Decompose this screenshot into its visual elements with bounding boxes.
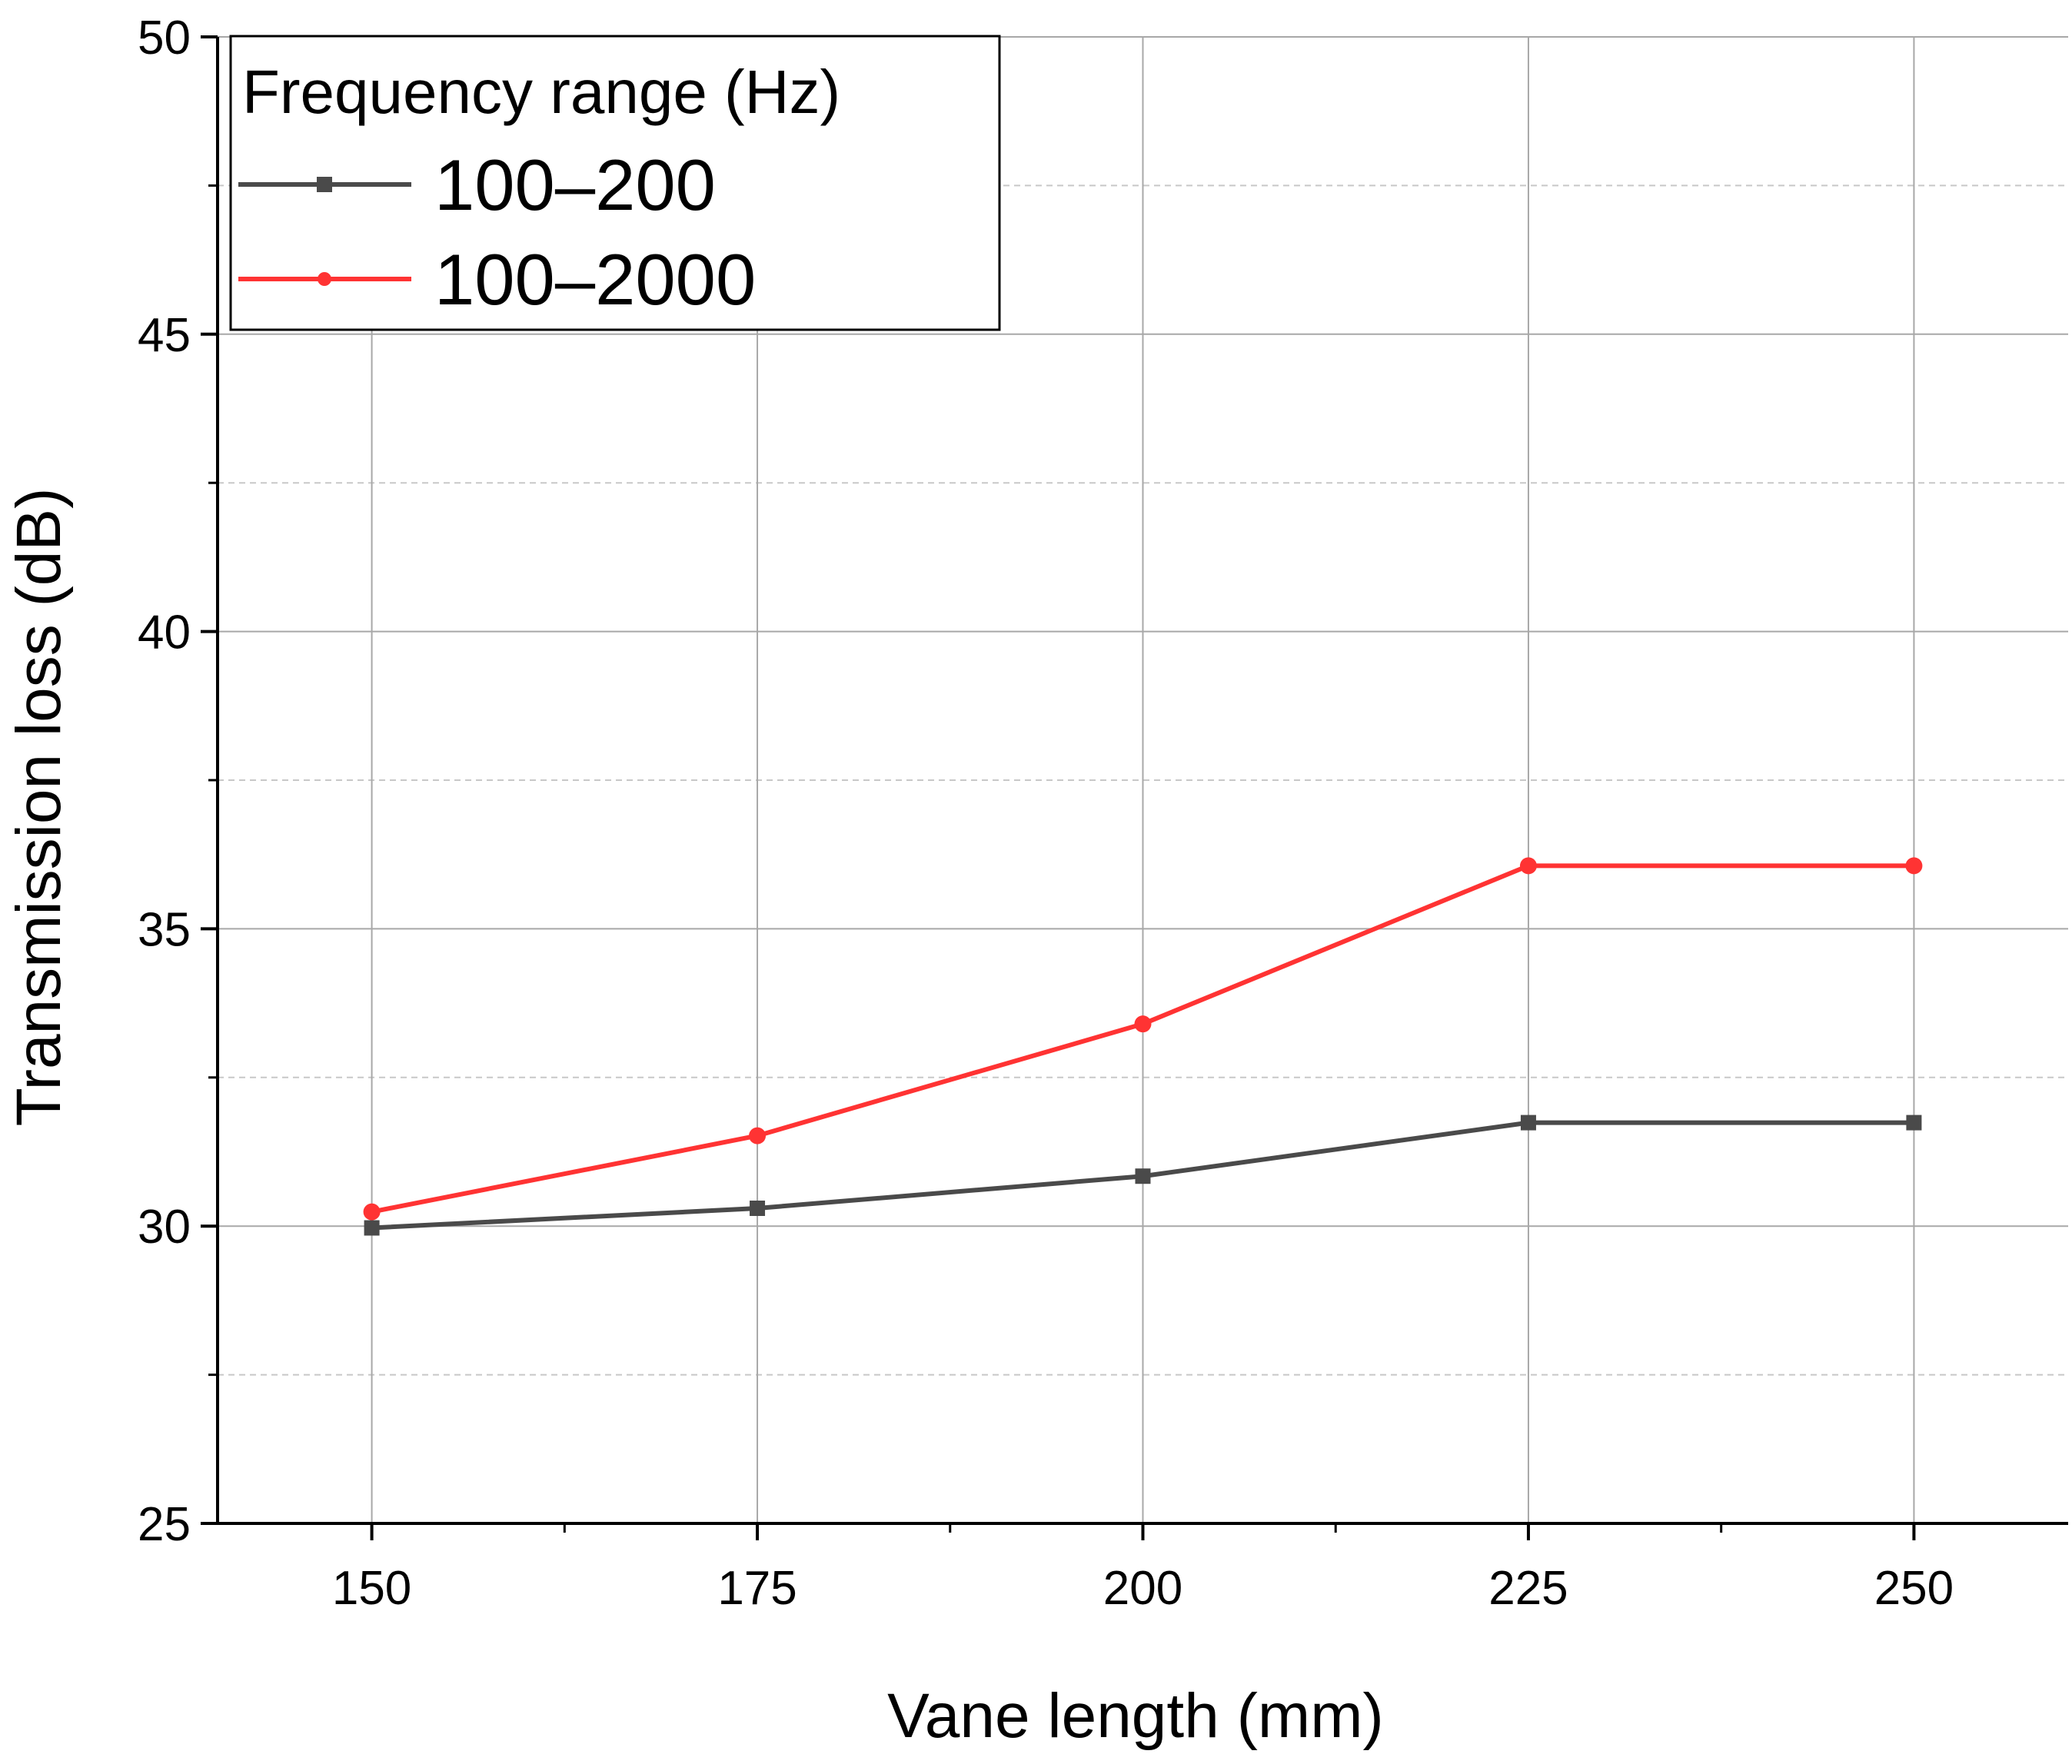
legend-label: 100–2000 (434, 239, 756, 320)
legend-entries: 100–200 100–2000 (238, 145, 756, 320)
legend: Frequency range (Hz) 100–200 100–2000 (229, 35, 1001, 331)
y-tick-label: 25 (138, 1498, 191, 1551)
y-tick-label: 50 (138, 12, 191, 65)
data-point (749, 1127, 767, 1144)
x-tick-label: 225 (1488, 1562, 1568, 1615)
data-point (1519, 857, 1537, 875)
x-tick-label: 250 (1874, 1562, 1954, 1615)
y-tick-label: 35 (138, 903, 191, 956)
x-tick-label: 175 (717, 1562, 797, 1615)
data-point (1520, 1115, 1536, 1131)
legend-title: Frequency range (Hz) (242, 58, 840, 126)
x-tick-label: 150 (332, 1562, 411, 1615)
x-axis-label: Vane length (mm) (887, 1681, 1384, 1751)
y-tick-label: 30 (138, 1201, 191, 1254)
data-point (1906, 1115, 1922, 1131)
series-layer (363, 857, 1923, 1236)
data-point (1905, 857, 1923, 875)
minor-gridlines (218, 184, 2068, 1376)
x-tick-label: 200 (1103, 1562, 1182, 1615)
data-point (750, 1200, 766, 1216)
legend-entry: 100–200 (238, 145, 716, 225)
data-point (363, 1203, 381, 1221)
data-point (1134, 1015, 1152, 1033)
major-gridlines (218, 36, 2068, 1523)
data-point (364, 1220, 380, 1236)
series-100–2000 (363, 857, 1923, 1221)
legend-swatch-marker (317, 177, 332, 192)
y-tick-label: 45 (138, 309, 191, 362)
data-point (1135, 1168, 1151, 1184)
y-axis-label: Transmission loss (dB) (4, 488, 74, 1127)
legend-swatch-marker (318, 272, 331, 286)
y-tick-label: 40 (138, 606, 191, 659)
legend-entry: 100–2000 (238, 239, 756, 320)
axes: 25 30 35 40 45 50 150 175 200 225 250 (138, 12, 2068, 1615)
series-100–200 (364, 1115, 1922, 1236)
legend-label: 100–200 (434, 145, 716, 225)
